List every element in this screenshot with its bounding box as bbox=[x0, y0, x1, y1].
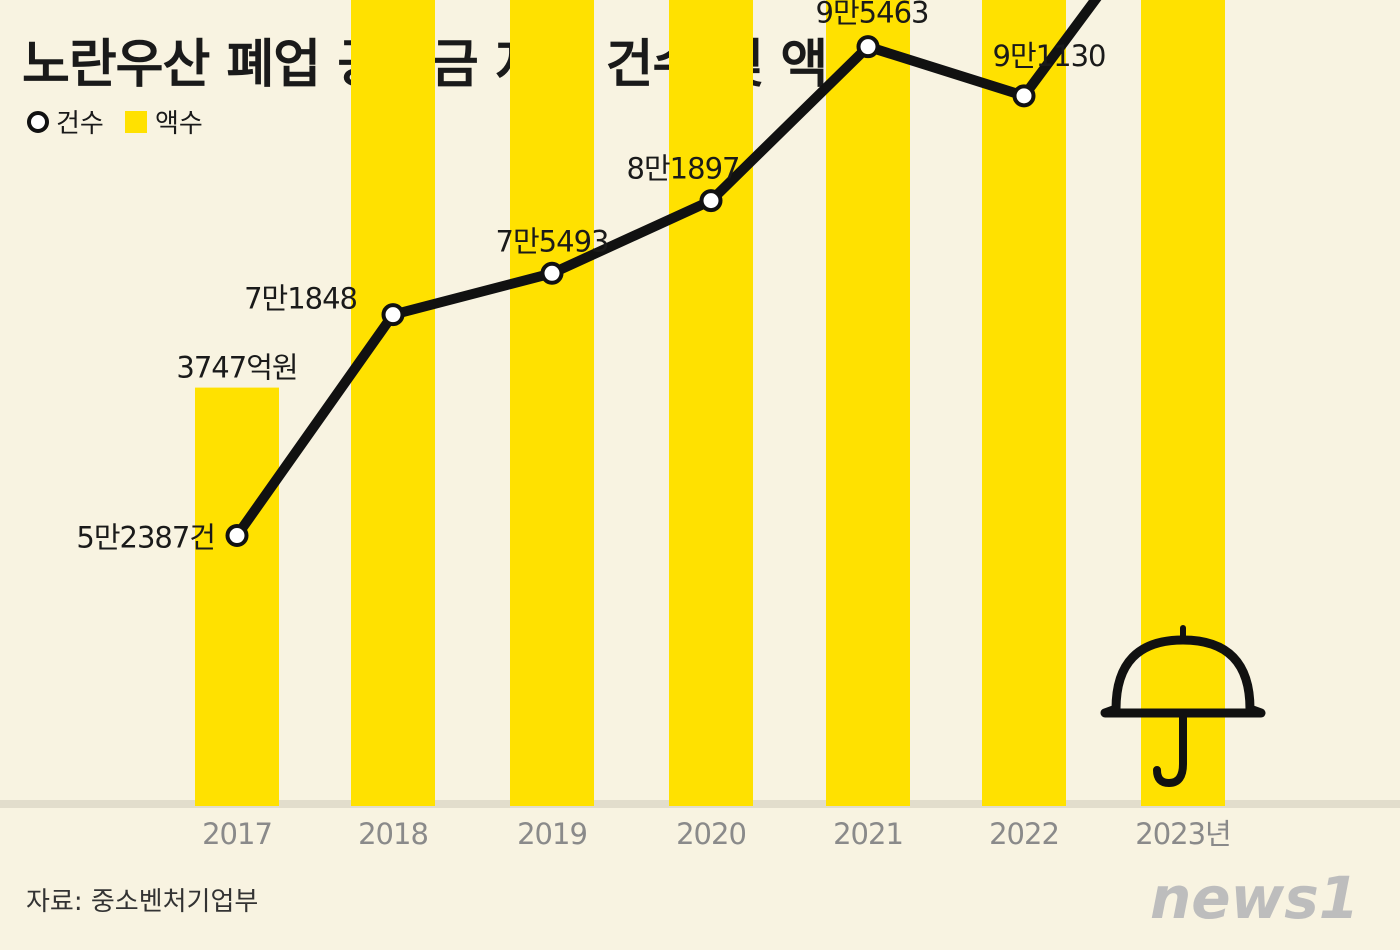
year-label-2018: 2018 bbox=[358, 817, 428, 851]
count-point-2018 bbox=[381, 303, 405, 327]
count-point-2021 bbox=[856, 35, 880, 59]
source-note: 자료: 중소벤처기업부 bbox=[26, 887, 258, 917]
count-point-2022 bbox=[1012, 84, 1036, 108]
umbrella-icon bbox=[1100, 625, 1266, 788]
legend-count-label: 건수 bbox=[56, 109, 104, 139]
bar-2023 bbox=[1141, 0, 1225, 806]
bar-2022 bbox=[982, 0, 1066, 806]
count-label-2018: 7만1848 bbox=[244, 282, 357, 316]
x-axis-labels: 2017 2018 2019 2020 2021 2022 2023년 bbox=[202, 817, 1232, 851]
bar-2017 bbox=[195, 387, 279, 806]
year-label-2020: 2020 bbox=[676, 817, 746, 851]
bar-series bbox=[195, 0, 1225, 807]
amount-label-2017: 3747억원 bbox=[176, 351, 297, 385]
year-label-2021: 2021 bbox=[833, 817, 903, 851]
bar-2019 bbox=[510, 0, 594, 807]
bar-2018 bbox=[351, 0, 435, 806]
year-label-2017: 2017 bbox=[202, 817, 272, 851]
line-series bbox=[225, 0, 1102, 548]
legend-amount-swatch bbox=[125, 111, 147, 133]
bar-2021 bbox=[826, 0, 910, 806]
year-label-2023: 2023년 bbox=[1135, 817, 1230, 851]
count-label-2022: 9만1130 bbox=[993, 39, 1106, 73]
year-label-2019: 2019 bbox=[517, 817, 587, 851]
bar-2020 bbox=[669, 0, 753, 806]
legend: 건수 액수 bbox=[27, 109, 203, 139]
count-label-2019: 7만5493 bbox=[496, 224, 609, 258]
data-labels: 3747억원5462억6142억7283억9040억9682억1조2600억5만… bbox=[76, 0, 1106, 555]
count-point-2020 bbox=[699, 189, 723, 213]
news1-logo: news1 bbox=[1150, 864, 1359, 932]
logo-text: news1 bbox=[1150, 864, 1359, 932]
year-label-2022: 2022 bbox=[989, 817, 1059, 851]
count-label-2021: 9만5463 bbox=[816, 0, 929, 30]
legend-count-marker bbox=[27, 111, 49, 133]
count-label-2017: 5만2387건 bbox=[76, 521, 215, 555]
legend-amount-label: 액수 bbox=[155, 109, 203, 139]
count-point-2019 bbox=[540, 261, 564, 285]
count-point-2017 bbox=[225, 524, 249, 548]
count-label-2020: 8만1897 bbox=[627, 152, 740, 186]
